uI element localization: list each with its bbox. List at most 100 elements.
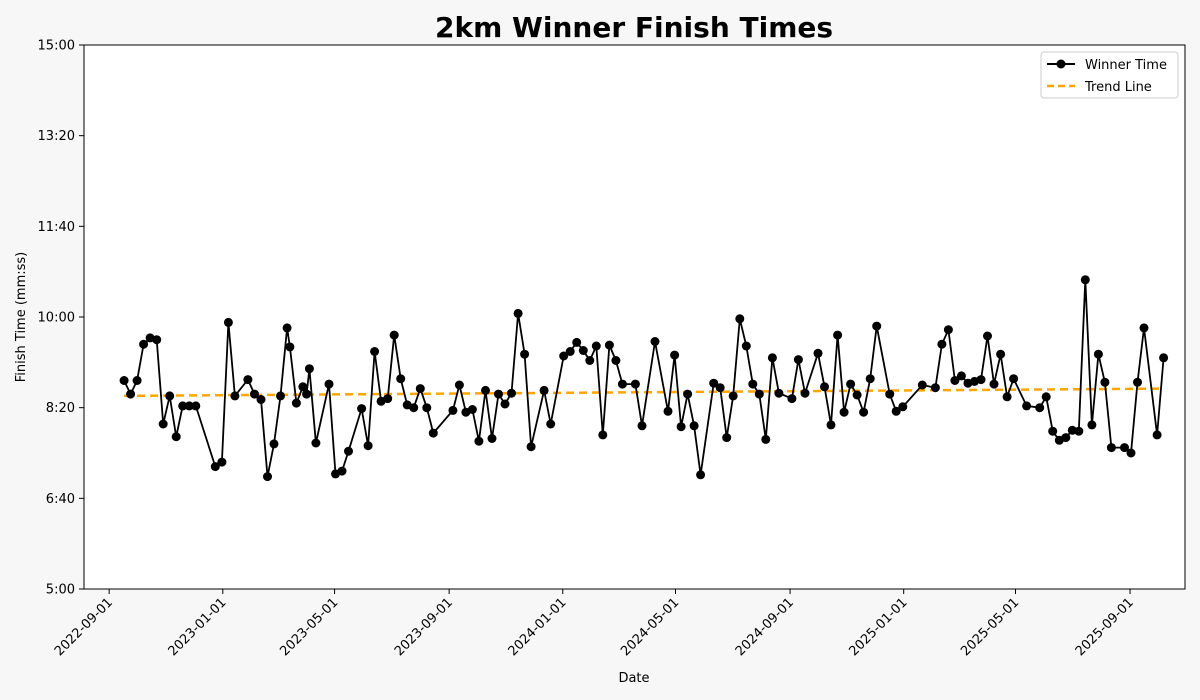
winner-time-point (937, 339, 947, 349)
winner-time-point (389, 330, 399, 340)
winner-time-point (735, 314, 745, 324)
winner-time-point (1022, 401, 1032, 411)
winner-time-point (448, 405, 458, 415)
winner-time-point (256, 395, 266, 404)
winner-time-point (565, 347, 575, 356)
winner-time-point (344, 446, 353, 456)
winner-time-point (683, 389, 693, 399)
winner-time-point (250, 389, 259, 399)
winner-time-point (1080, 275, 1090, 285)
winner-time-point (428, 428, 438, 438)
winner-time-point (178, 401, 188, 411)
winner-time-point (800, 388, 810, 398)
winner-time-point (722, 433, 732, 443)
winner-time-point (930, 383, 940, 393)
winner-time-point (409, 403, 419, 413)
legend: Winner Time Trend Line (1040, 51, 1179, 99)
winner-time-point (422, 403, 432, 413)
winner-time-point (396, 374, 406, 384)
winner-time-point (826, 420, 836, 430)
winner-time-point (1139, 323, 1149, 333)
winner-time-point (650, 337, 660, 346)
winner-time-point (513, 308, 523, 318)
winner-time-point (132, 376, 142, 385)
chart-title: 2km Winner Finish Times (435, 11, 833, 44)
winner-time-point (481, 385, 490, 395)
winner-time-point (337, 466, 347, 476)
winner-time-point (302, 389, 312, 399)
legend-winner-label: Winner Time (1085, 58, 1167, 73)
winner-time-point (223, 317, 233, 327)
winner-time-point (1048, 426, 1058, 436)
winner-time-point (171, 432, 181, 442)
winner-time-point (630, 379, 640, 389)
y-tick-label: 10:00 (38, 311, 75, 326)
winner-time-point (696, 470, 706, 480)
y-tick-label: 8:20 (46, 401, 75, 416)
winner-time-point (1100, 377, 1110, 387)
winner-time-point (872, 321, 882, 331)
winner-time-point (304, 364, 314, 374)
winner-time-point (263, 472, 272, 482)
winner-time-point (370, 347, 380, 356)
winner-time-point (820, 382, 829, 392)
winner-time-point (598, 430, 608, 440)
winner-time-point (754, 389, 764, 399)
winner-time-point (139, 339, 149, 349)
winner-time-point (1126, 448, 1136, 458)
winner-time-point (500, 399, 510, 409)
winner-time-point (520, 349, 530, 359)
winner-time-point (311, 438, 321, 448)
winner-time-point (494, 389, 503, 399)
winner-time-point (852, 390, 862, 400)
winner-time-point (184, 401, 194, 411)
legend-winner-marker (1056, 59, 1066, 69)
winner-time-point (891, 406, 901, 416)
winner-time-point (859, 407, 869, 417)
winner-time-point (285, 342, 295, 352)
winner-time-point (585, 356, 595, 365)
winner-time-point (126, 389, 136, 399)
y-tick-label: 6:40 (46, 492, 75, 507)
y-tick-label: 15:00 (38, 39, 75, 54)
winner-time-point (578, 346, 588, 355)
winner-time-point (748, 379, 758, 389)
winner-time-point (487, 434, 497, 443)
winner-time-point (767, 353, 777, 363)
legend-box (1040, 51, 1179, 99)
winner-time-point (152, 335, 162, 345)
winner-time-point (1087, 420, 1097, 430)
x-axis-label: Date (618, 671, 649, 686)
winner-time-point (357, 404, 367, 414)
winner-time-point (539, 385, 549, 395)
winner-time-point (474, 436, 484, 446)
winner-time-point (158, 419, 168, 429)
winner-time-point (956, 371, 966, 381)
winner-time-point (774, 388, 784, 398)
plot-area (83, 44, 1186, 590)
y-axis-ticks: 5:00 6:40 8:20 10:00 11:40 13:20 15:00 (38, 39, 84, 598)
legend-trend-label: Trend Line (1084, 80, 1152, 95)
winner-time-point (119, 376, 129, 385)
winner-time-point (983, 331, 992, 341)
winner-time-point (670, 350, 680, 360)
winner-time-point (1035, 403, 1045, 413)
winner-time-point (572, 337, 582, 347)
axes-frame (83, 44, 1186, 590)
winner-time-point (243, 375, 253, 385)
winner-time-point (611, 356, 621, 365)
winner-time-point (989, 379, 999, 389)
winner-time-point (715, 383, 725, 393)
winner-time-point (950, 376, 960, 385)
winner-time-point (298, 382, 308, 392)
winner-time-point (604, 340, 614, 350)
winner-time-point (676, 422, 686, 432)
winner-time-point (976, 375, 986, 385)
winner-time-point (324, 379, 334, 389)
y-tick-label: 5:00 (46, 583, 75, 598)
winner-time-point (996, 349, 1006, 359)
series-layer (119, 275, 1169, 482)
winner-time-point (526, 442, 536, 452)
winner-time-point (415, 384, 425, 394)
winner-time-point (1061, 433, 1071, 443)
